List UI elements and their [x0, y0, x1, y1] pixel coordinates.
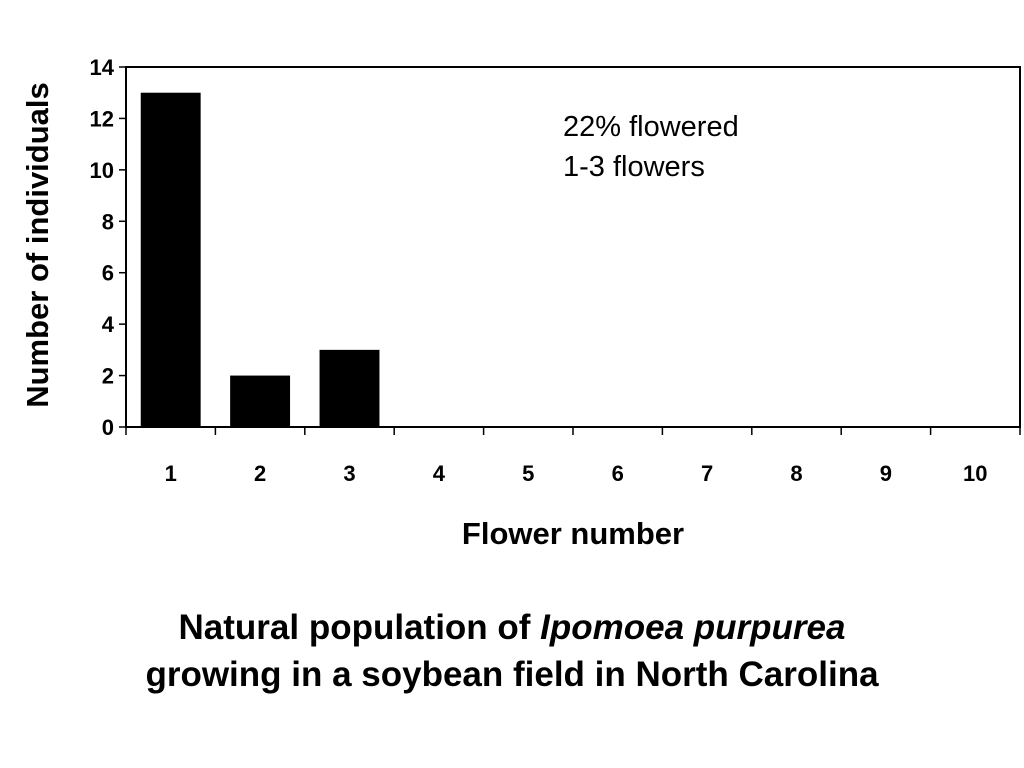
y-tick-label: 8	[102, 209, 114, 234]
bar-3	[319, 349, 380, 427]
caption-species: Ipomoea purpurea	[540, 608, 846, 647]
x-tick-label: 3	[343, 461, 355, 486]
y-axis-label: Number of individuals	[20, 82, 55, 408]
x-tick-label: 5	[522, 461, 534, 486]
bar-2	[230, 375, 291, 427]
x-tick-label: 2	[254, 461, 266, 486]
y-tick-label: 4	[102, 312, 115, 337]
y-tick-label: 12	[90, 106, 114, 131]
annotation-line-2: 1-3 flowers	[563, 151, 705, 183]
x-tick-label: 7	[701, 461, 713, 486]
caption-line-1: Natural population of Ipomoea purpurea	[0, 606, 1024, 650]
x-tick-label: 10	[963, 461, 987, 486]
x-tick-label: 6	[612, 461, 624, 486]
x-tick-label: 1	[165, 461, 177, 486]
x-axis-label: Flower number	[462, 516, 684, 551]
x-tick-label: 4	[433, 461, 446, 486]
caption-line-2: growing in a soybean field in North Caro…	[145, 655, 879, 694]
annotation-line-1: 22% flowered	[563, 111, 739, 143]
y-tick-label: 0	[102, 415, 114, 440]
y-tick-label: 10	[90, 158, 114, 183]
x-tick-label: 8	[790, 461, 802, 486]
x-tick-label: 9	[880, 461, 892, 486]
y-tick-label: 6	[102, 261, 114, 286]
y-tick-label: 2	[102, 364, 114, 389]
bar-1	[140, 92, 201, 427]
caption-prefix: Natural population of	[178, 608, 541, 647]
y-tick-label: 14	[90, 55, 115, 80]
